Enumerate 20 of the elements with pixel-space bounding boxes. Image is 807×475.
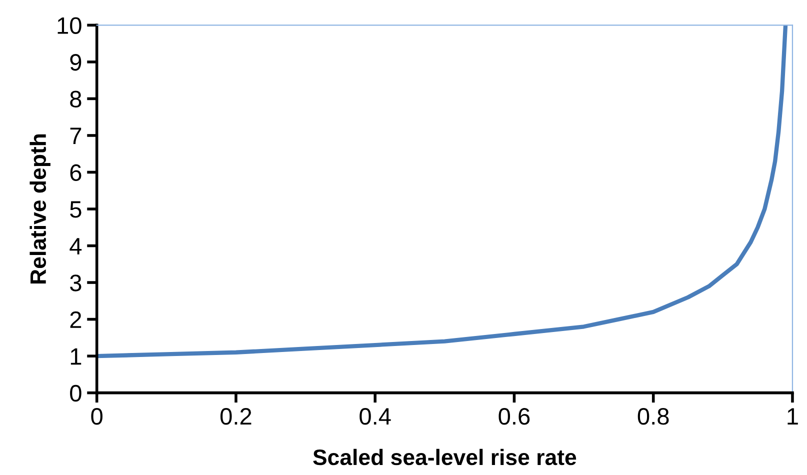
y-tick-label: 7 xyxy=(70,128,82,144)
x-axis-title: Scaled sea-level rise rate xyxy=(313,448,576,466)
y-tick-label: 5 xyxy=(70,201,82,218)
x-tick-label: 0 xyxy=(91,408,102,425)
y-tick-label: 1 xyxy=(70,348,82,365)
y-tick-label: 3 xyxy=(70,274,82,292)
y-tick-label: 2 xyxy=(70,311,82,328)
y-tick-label: 6 xyxy=(70,164,82,182)
y-axis-title: Relative depth xyxy=(30,134,50,284)
x-tick-label: 0.2 xyxy=(220,408,252,425)
y-tick-label: 10 xyxy=(58,17,82,34)
x-tick-label: 0.6 xyxy=(498,408,530,425)
x-tick-label: 1 xyxy=(788,408,798,425)
y-tick-label: 4 xyxy=(70,238,82,254)
y-tick-label: 9 xyxy=(70,54,82,71)
x-tick-label: 0.8 xyxy=(638,408,669,425)
line-series xyxy=(96,25,788,358)
x-tick-label: 0.4 xyxy=(360,408,391,425)
y-tick-label: 8 xyxy=(70,90,82,108)
y-tick-label: 0 xyxy=(70,384,82,402)
